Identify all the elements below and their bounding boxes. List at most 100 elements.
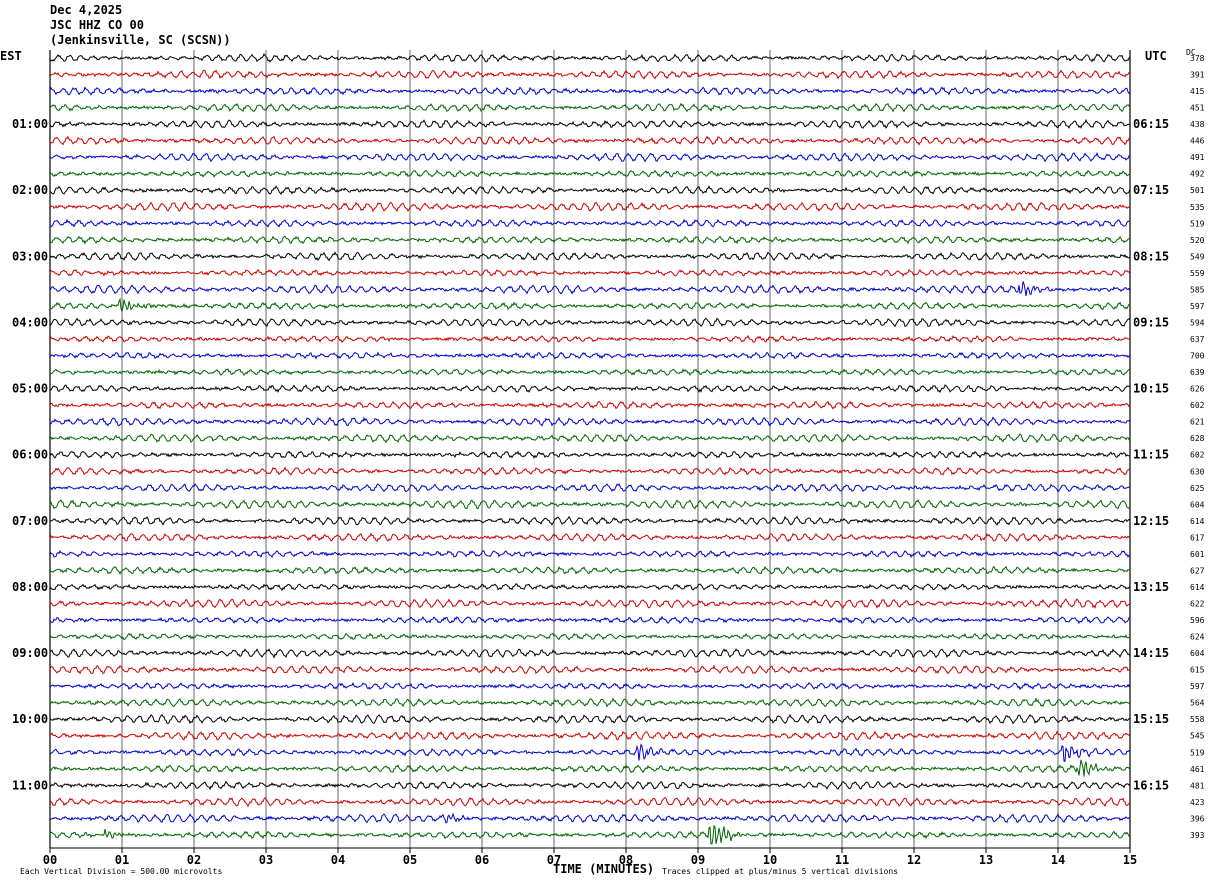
trace-line	[49, 251, 1131, 262]
left-time-label: 06:00	[12, 448, 48, 462]
dc-offset-label: 535	[1190, 203, 1205, 212]
trace-line	[49, 53, 1131, 63]
trace-line	[49, 499, 1131, 510]
right-zone-label: UTC	[1145, 49, 1167, 63]
dc-offset-label: 601	[1190, 550, 1205, 559]
trace-line	[49, 550, 1131, 559]
trace-line	[49, 86, 1131, 96]
trace-line	[49, 169, 1131, 178]
trace-line	[49, 532, 1131, 543]
dc-offset-label: 597	[1190, 682, 1205, 691]
dc-offset-label: 637	[1190, 335, 1205, 344]
dc-offset-label: 415	[1190, 87, 1205, 96]
right-time-label: 09:15	[1133, 315, 1169, 329]
right-time-label: 16:15	[1133, 778, 1169, 792]
clip-note: Traces clipped at plus/minus 5 vertical …	[662, 867, 899, 876]
left-time-label: 01:00	[12, 117, 48, 131]
dc-offset-label: 391	[1190, 71, 1205, 80]
chart-date: Dec 4,2025	[50, 3, 123, 17]
chart-station: JSC HHZ CO 00	[50, 18, 144, 32]
left-zone-label: EST	[0, 49, 22, 63]
trace-line	[49, 664, 1131, 675]
trace-line	[49, 515, 1131, 526]
trace-line	[49, 648, 1131, 659]
dc-labels: 378 391 415 451 438 446 491 492 501 535 519 520 549 5…	[1190, 54, 1205, 840]
right-time-label: 10:15	[1133, 382, 1169, 396]
trace-line	[49, 281, 1131, 297]
right-time-label: 08:15	[1133, 249, 1169, 263]
dc-offset-label: 604	[1190, 649, 1205, 658]
dc-offset-label: 438	[1190, 120, 1205, 129]
trace-line	[49, 384, 1131, 394]
trace-line	[49, 812, 1131, 824]
trace-line	[49, 351, 1131, 360]
trace-line	[49, 118, 1131, 130]
dc-offset-label: 423	[1190, 798, 1205, 807]
right-time-label: 11:15	[1133, 448, 1169, 462]
trace-line	[49, 416, 1131, 427]
trace-line	[49, 433, 1131, 444]
dc-offset-label: 617	[1190, 533, 1205, 542]
trace-line	[49, 632, 1131, 641]
trace-line	[49, 268, 1131, 278]
trace-line	[49, 450, 1131, 459]
x-tick-label: 12	[907, 853, 921, 867]
right-time-label: 12:15	[1133, 514, 1169, 528]
dc-offset-label: 614	[1190, 517, 1205, 526]
dc-offset-label: 519	[1190, 748, 1205, 757]
left-time-label: 09:00	[12, 646, 48, 660]
right-time-label: 06:15	[1133, 117, 1169, 131]
trace-line	[49, 185, 1131, 196]
trace-line	[49, 796, 1131, 808]
dc-offset-label: 630	[1190, 467, 1205, 476]
dc-offset-label: 594	[1190, 318, 1205, 327]
trace-line	[49, 297, 1131, 312]
trace-line	[49, 780, 1131, 791]
x-tick-label: 08	[619, 853, 633, 867]
dc-offset-label: 622	[1190, 599, 1205, 608]
left-time-label: 02:00	[12, 183, 48, 197]
trace-line	[49, 697, 1131, 708]
trace-line	[49, 743, 1131, 762]
trace-line	[49, 135, 1131, 146]
trace-line	[49, 218, 1131, 228]
x-tick-label: 03	[259, 853, 273, 867]
left-time-labels: 01:00 02:00 03:00 04:00 05:00 06:00 07:00 08:00…	[12, 117, 48, 792]
dc-offset-label: 585	[1190, 285, 1205, 294]
trace-line	[49, 235, 1131, 245]
x-tick-label: 05	[403, 853, 417, 867]
right-time-label: 07:15	[1133, 183, 1169, 197]
left-time-label: 10:00	[12, 712, 48, 726]
dc-offset-label: 625	[1190, 484, 1205, 493]
dc-offset-label: 549	[1190, 252, 1205, 261]
scale-note: Each Vertical Division = 500.00 microvol…	[20, 867, 223, 876]
x-tick-label: 06	[475, 853, 489, 867]
right-time-label: 13:15	[1133, 580, 1169, 594]
dc-offset-label: 501	[1190, 186, 1205, 195]
x-axis-ticks: 00 01 02 03 04 05 06 07 08 09 10 11 12 13 14 15	[43, 848, 1137, 867]
left-time-label: 11:00	[12, 778, 48, 792]
trace-line	[49, 824, 1131, 845]
dc-offset-label: 639	[1190, 368, 1205, 377]
dc-offset-label: 596	[1190, 616, 1205, 625]
dc-offset-label: 491	[1190, 153, 1205, 162]
dc-offset-label: 621	[1190, 418, 1205, 427]
dc-offset-label: 396	[1190, 814, 1205, 823]
dc-offset-label: 602	[1190, 451, 1205, 460]
x-tick-label: 15	[1123, 853, 1137, 867]
x-tick-label: 02	[187, 853, 201, 867]
trace-line	[49, 615, 1131, 625]
x-tick-label: 04	[331, 853, 345, 867]
dc-offset-label: 492	[1190, 170, 1205, 179]
chart-location: (Jenkinsville, SC (SCSN))	[50, 33, 231, 47]
dc-offset-label: 461	[1190, 765, 1205, 774]
trace-line	[49, 400, 1131, 410]
trace-line	[49, 466, 1131, 476]
dc-offset-label: 604	[1190, 500, 1205, 509]
left-time-label: 08:00	[12, 580, 48, 594]
trace-line	[49, 69, 1131, 80]
trace-line	[49, 713, 1131, 725]
right-time-label: 15:15	[1133, 712, 1169, 726]
trace-line	[49, 201, 1131, 213]
